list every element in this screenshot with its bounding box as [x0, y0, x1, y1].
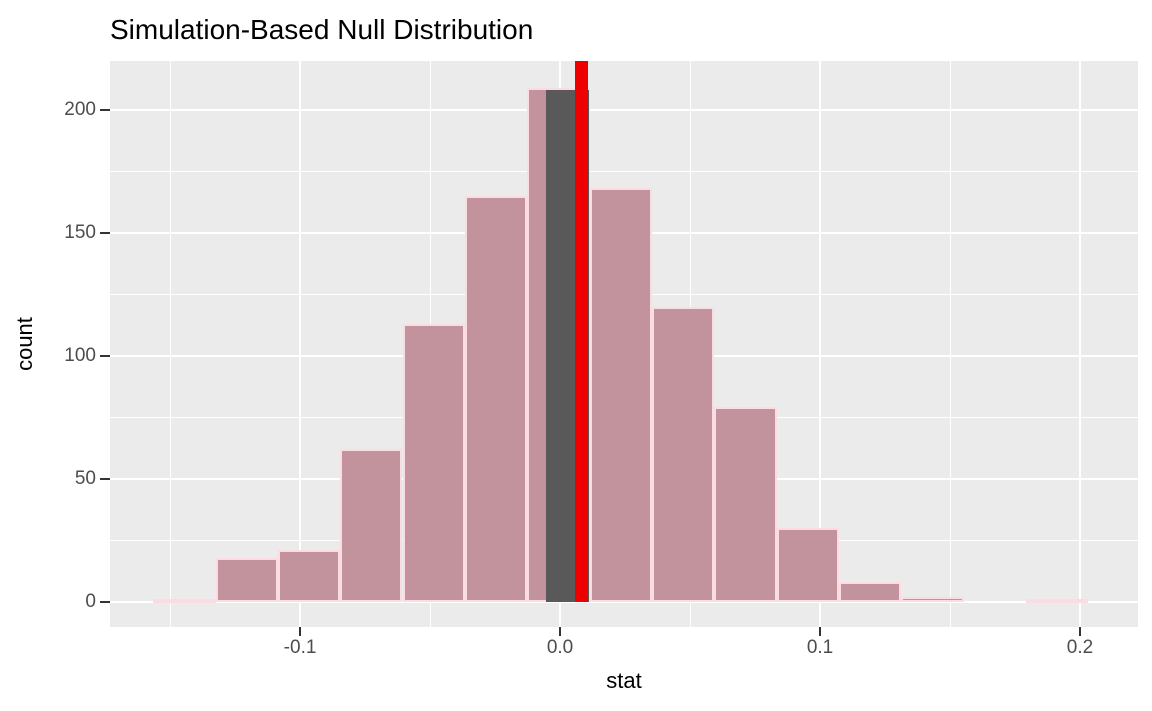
y-major-gridline	[110, 108, 1138, 111]
x-axis-tick-label: -0.1	[283, 637, 317, 658]
x-axis-tick-label: 0.2	[1066, 637, 1094, 658]
y-axis-tick	[100, 108, 110, 111]
observed-stat-line	[574, 61, 588, 602]
x-axis-tick	[1079, 627, 1082, 636]
x-minor-gridline	[170, 61, 172, 627]
y-axis-tick-label: 50	[74, 467, 96, 489]
histogram-bar	[652, 306, 715, 602]
y-minor-gridline	[110, 171, 1138, 173]
x-axis-tick	[299, 627, 302, 636]
plot-title: Simulation-Based Null Distribution	[110, 14, 534, 45]
histogram-bar	[776, 528, 839, 602]
histogram-bar	[215, 557, 278, 602]
y-axis-tick-label: 0	[85, 590, 96, 612]
x-major-gridline	[299, 61, 302, 627]
y-axis-tick	[100, 354, 110, 357]
y-axis-tick-label: 100	[64, 344, 96, 366]
histogram-bar	[153, 599, 216, 604]
x-major-gridline	[819, 61, 822, 627]
y-axis-tick	[100, 231, 110, 234]
y-major-gridline	[110, 600, 1138, 603]
histogram-bar	[839, 582, 902, 602]
y-axis-tick-label: 200	[64, 98, 96, 120]
x-axis-tick-label: 0.0	[546, 637, 574, 658]
histogram-bar	[714, 407, 777, 602]
histogram-bar	[402, 323, 465, 602]
x-axis-tick	[559, 627, 562, 636]
y-axis-tick	[100, 477, 110, 480]
x-axis-title: stat	[606, 668, 642, 693]
plot-panel	[110, 61, 1138, 627]
y-axis-title: count	[12, 317, 37, 371]
histogram-bar	[277, 550, 341, 602]
x-axis-tick	[819, 627, 822, 636]
histogram-bar	[901, 596, 964, 602]
y-axis-tick-label: 150	[64, 221, 96, 243]
histogram-bar	[340, 449, 403, 602]
x-minor-gridline	[950, 61, 952, 627]
histogram-bar	[464, 195, 528, 602]
x-axis-tick-label: 0.1	[806, 637, 834, 658]
histogram-bar	[589, 188, 653, 602]
histogram-bar	[1025, 599, 1089, 604]
x-major-gridline	[1079, 61, 1082, 627]
y-axis-tick	[100, 600, 110, 603]
